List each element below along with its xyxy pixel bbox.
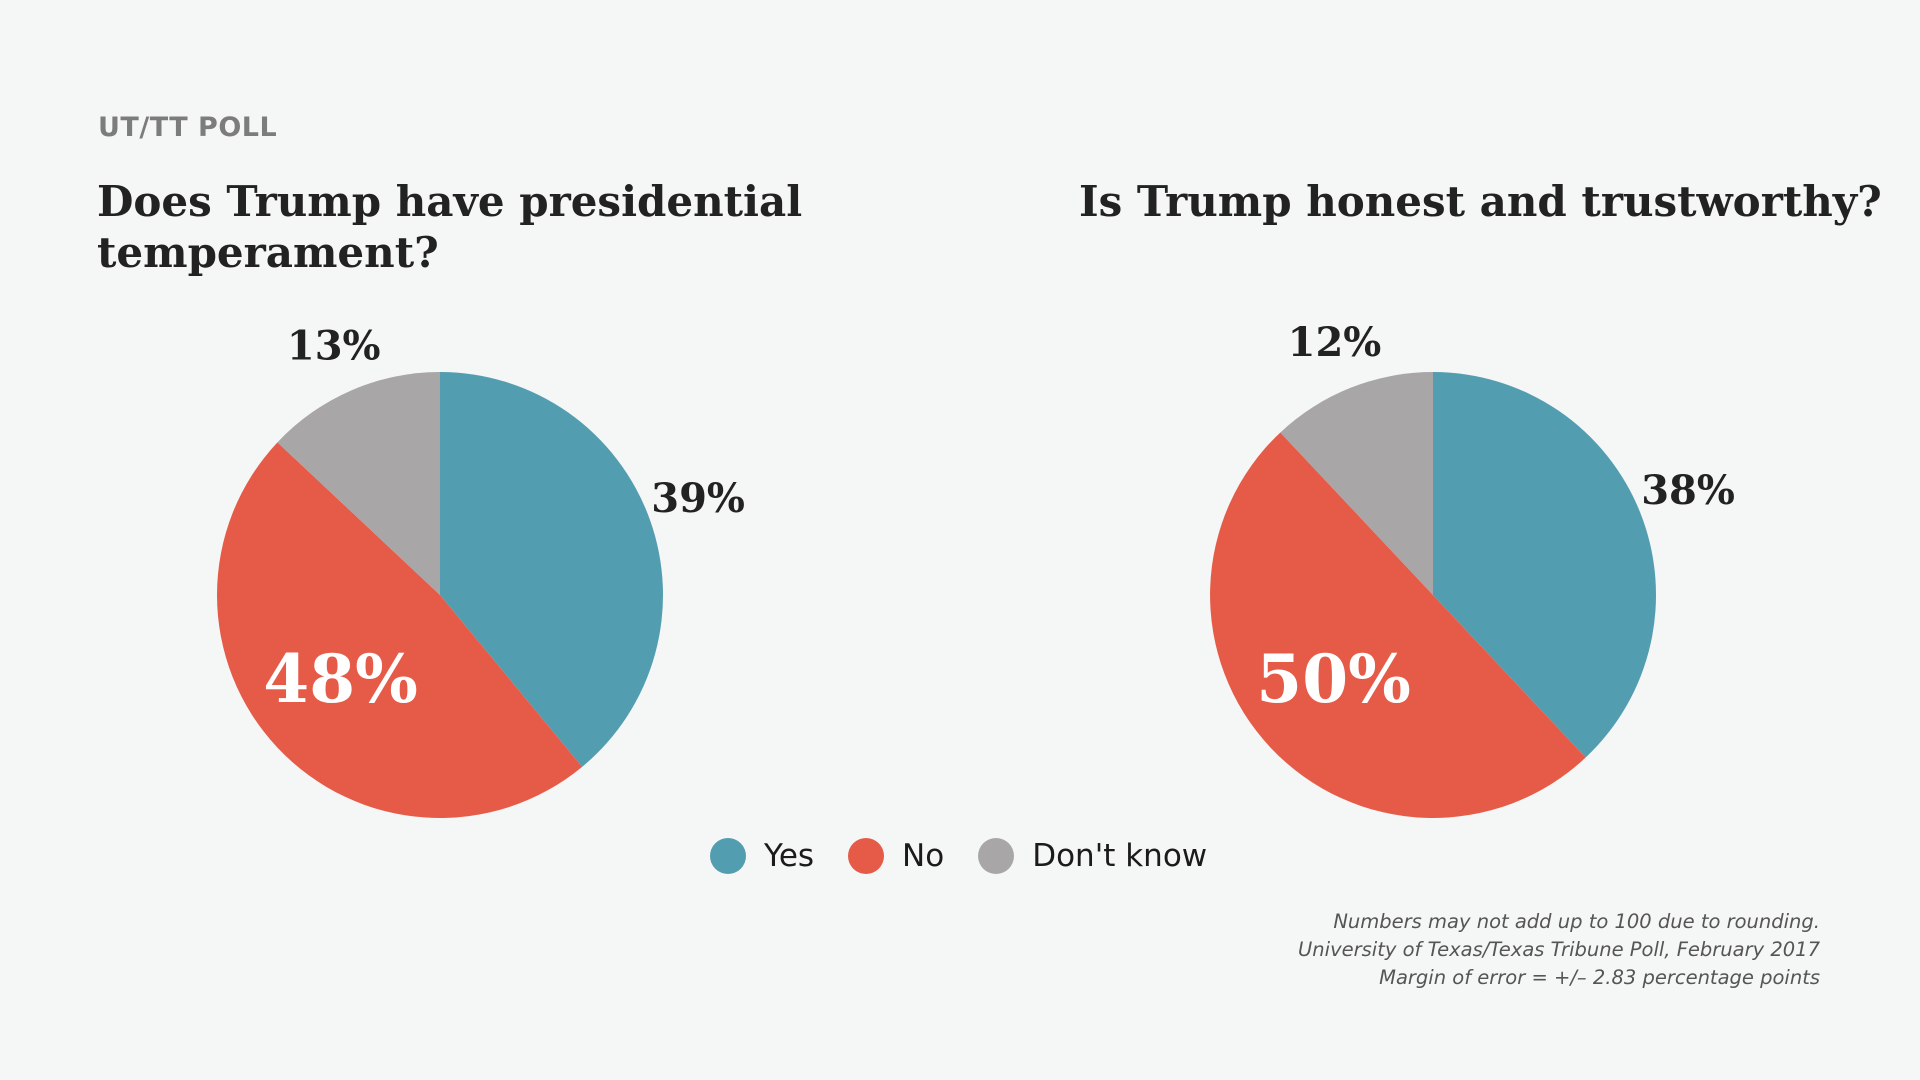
pie-label-honest-yes: 38% — [1641, 467, 1735, 514]
pie-chart-honest: 38% 50% 12% — [1210, 319, 1735, 818]
footnote-source: University of Texas/Texas Tribune Poll, … — [1298, 938, 1820, 961]
pie-label-temperament-no: 48% — [263, 640, 418, 718]
poll-kicker: UT/TT POLL — [98, 112, 278, 143]
pie-slice-honest-no — [1210, 432, 1586, 818]
pie-slice-temperament-no — [216, 442, 583, 819]
legend-swatch-yes — [710, 838, 746, 874]
legend-label-dont-know: Don't know — [1032, 838, 1208, 874]
pie-slice-honest-dont-know — [1280, 372, 1433, 595]
chart-title-temperament: Does Trump have presidential temperament… — [97, 177, 803, 277]
legend-label-yes: Yes — [764, 838, 815, 874]
chart-title-honest: Is Trump honest and trustworthy? — [1079, 177, 1882, 226]
pie-slice-temperament-dont-know — [277, 372, 440, 595]
legend-label-no: No — [902, 838, 945, 874]
pie-label-temperament-yes: 39% — [651, 475, 745, 522]
footnote-rounding: Numbers may not add up to 100 due to rou… — [1333, 910, 1820, 933]
pie-label-honest-dont-know: 12% — [1288, 319, 1382, 366]
legend-item-yes: Yes — [710, 838, 814, 874]
legend-item-dont-know: Don't know — [978, 838, 1207, 874]
legend-item-no: No — [848, 838, 944, 874]
pie-slice-temperament-yes — [440, 371, 664, 767]
pie-chart-temperament: 39% 48% 13% — [216, 322, 745, 819]
footnote-margin-of-error: Margin of error = +/– 2.83 percentage po… — [1379, 966, 1820, 989]
pie-slice-honest-yes — [1433, 372, 1657, 758]
legend-swatch-no — [848, 838, 885, 874]
legend-swatch-dont-know — [978, 838, 1015, 874]
pie-label-temperament-dont-know: 13% — [287, 322, 381, 369]
legend: Yes No Don't know — [710, 832, 1241, 880]
footnote: Numbers may not add up to 100 due to rou… — [1298, 908, 1820, 992]
pie-label-honest-no: 50% — [1256, 640, 1411, 718]
